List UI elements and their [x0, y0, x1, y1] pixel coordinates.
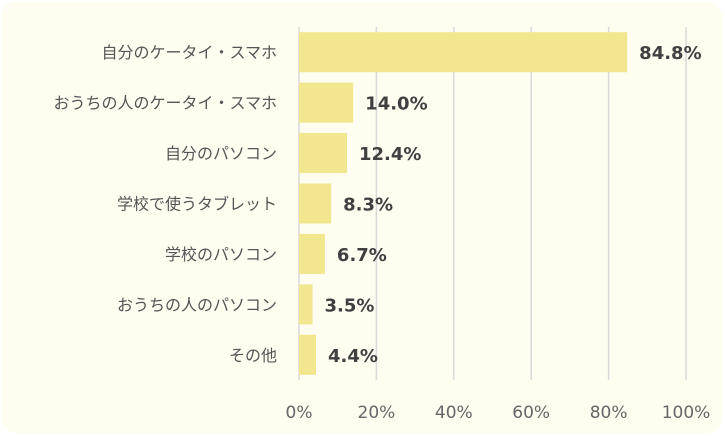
- value-label: 6.7%: [337, 245, 387, 266]
- bar: [299, 82, 354, 123]
- category-label: 学校のパソコン: [165, 245, 277, 264]
- bar: [299, 334, 317, 375]
- value-label: 8.3%: [343, 195, 393, 216]
- bar: [299, 32, 628, 73]
- value-label: 4.4%: [328, 346, 378, 367]
- category-label: 自分のケータイ・スマホ: [101, 43, 277, 62]
- x-tick-label: 80%: [590, 403, 628, 423]
- bar: [299, 233, 325, 274]
- category-label: その他: [229, 346, 277, 365]
- category-label: 学校で使うタブレット: [117, 195, 277, 214]
- bar: [299, 183, 332, 224]
- value-label: 12.4%: [359, 144, 421, 165]
- value-label: 3.5%: [325, 295, 375, 316]
- bar: [299, 133, 347, 174]
- x-tick-label: 0%: [286, 403, 313, 423]
- value-label: 14.0%: [365, 94, 427, 115]
- x-tick-label: 40%: [435, 403, 473, 423]
- category-label: 自分のパソコン: [165, 144, 277, 163]
- x-tick-label: 100%: [662, 403, 711, 423]
- category-label: おうちの人のパソコン: [117, 295, 277, 314]
- bar: [299, 284, 313, 325]
- x-tick-label: 60%: [512, 403, 550, 423]
- category-label: おうちの人のケータイ・スマホ: [53, 94, 277, 113]
- value-label: 84.8%: [639, 43, 701, 64]
- x-tick-label: 20%: [358, 403, 396, 423]
